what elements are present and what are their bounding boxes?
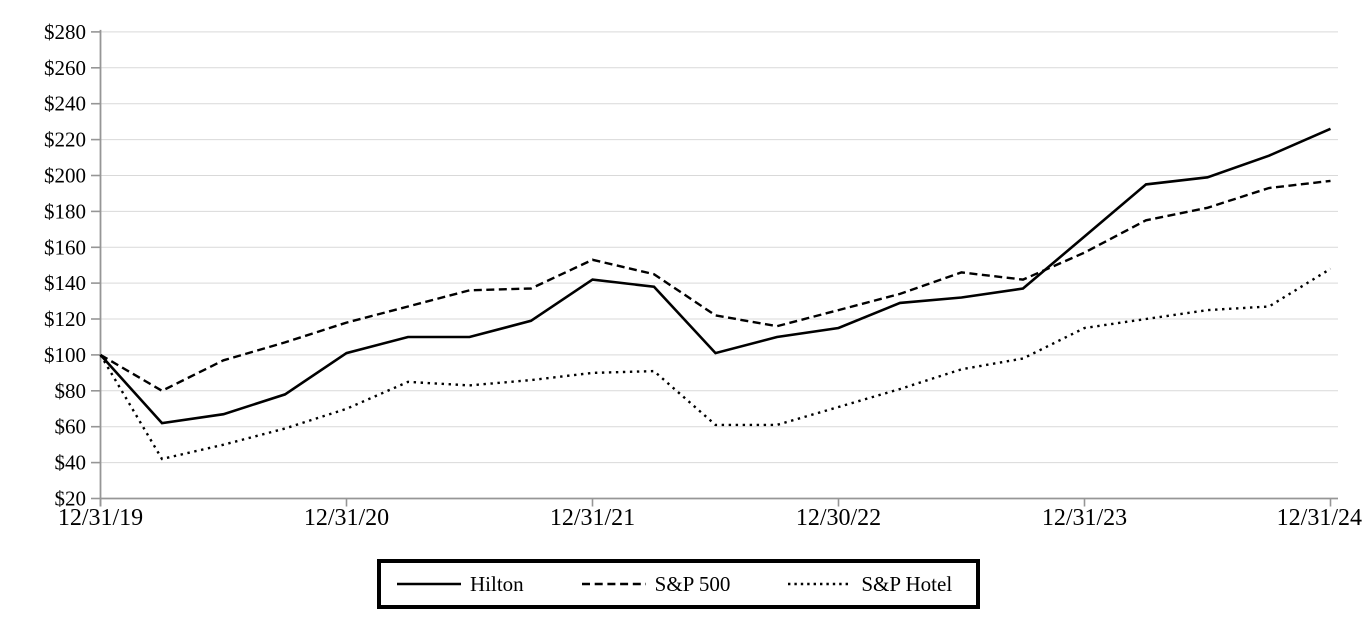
legend-label-sp500: S&P 500 (654, 571, 731, 596)
dashed-line-sample-icon (581, 582, 646, 586)
legend: Hilton S&P 500 S&P Hotel (377, 559, 980, 609)
dotted-line-sample-icon (788, 582, 853, 586)
y-axis-tick-label: $220 (44, 128, 86, 152)
y-axis-tick-label: $100 (44, 343, 86, 367)
y-axis-tick-label: $180 (44, 199, 86, 223)
x-axis-tick-label: 12/31/19 (58, 505, 143, 531)
x-axis-tick-label: 12/31/21 (550, 505, 635, 531)
y-axis-tick-label: $240 (44, 92, 86, 116)
legend-item-sphotel: S&P Hotel (788, 572, 952, 597)
legend-item-hilton: Hilton (397, 572, 524, 597)
x-axis-tick-label: 12/31/20 (304, 505, 389, 531)
y-axis-tick-label: $280 (44, 20, 86, 44)
y-axis-tick-label: $20 (55, 487, 87, 511)
series-line-hilton (99, 127, 1332, 425)
y-axis-tick-label: $40 (55, 451, 87, 475)
solid-line-sample-icon (397, 582, 461, 586)
y-axis-tick-label: $160 (44, 235, 86, 259)
y-axis-tick-label: $60 (55, 415, 87, 439)
legend-label-sphotel: S&P Hotel (861, 571, 953, 596)
y-axis-tick-label: $140 (44, 271, 86, 295)
y-axis-tick-label: $80 (55, 379, 87, 403)
x-axis-tick-label: 12/30/22 (796, 505, 881, 531)
legend-label-hilton: Hilton (470, 571, 524, 596)
y-axis-tick-label: $200 (44, 164, 86, 188)
legend-item-sp500: S&P 500 (581, 571, 731, 597)
y-axis-tick-label: $260 (44, 56, 86, 80)
y-axis-tick-label: $120 (44, 307, 86, 331)
x-axis-tick-label: 12/31/24 (1277, 505, 1362, 531)
series-line-s-p-500 (99, 179, 1331, 393)
series-line-s-p-hotel (99, 267, 1332, 461)
x-axis-tick-label: 12/31/23 (1042, 505, 1127, 531)
